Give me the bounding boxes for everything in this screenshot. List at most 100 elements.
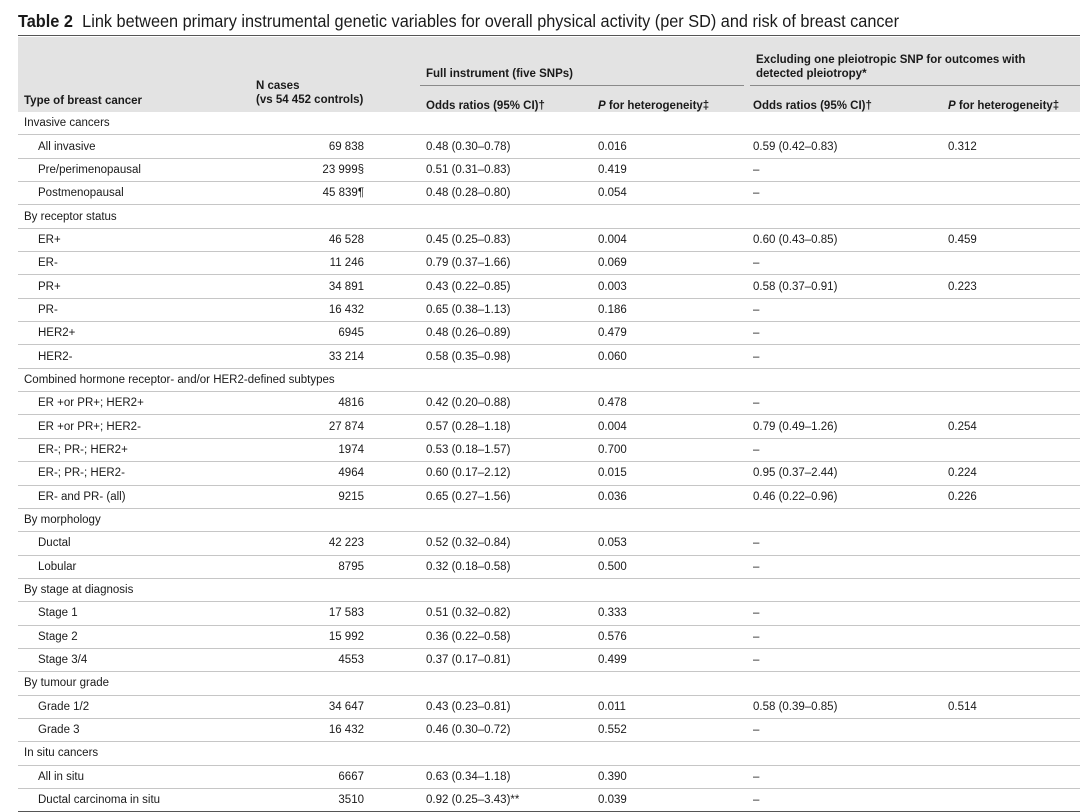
p-symbol: P (948, 100, 956, 112)
cell-n-cases: 4816 (250, 391, 420, 416)
n-cases-sublabel: (vs 54 452 controls) (256, 94, 364, 106)
section-label: In situ cancers (18, 741, 1080, 766)
table-row: Pre/perimenopausal 23 999§ 0.51 (0.31–0.83… (18, 158, 1080, 183)
cell-phet-full: 0.419 (592, 158, 747, 183)
cell-or-full: 0.48 (0.28–0.80) (420, 181, 592, 206)
cell-or-excluding: 0.58 (0.39–0.85) (747, 695, 942, 719)
cell-phet-full: 0.039 (592, 788, 747, 812)
cell-phet-excluding (942, 251, 1080, 276)
col-header-phet-full: P for heterogeneity‡ (592, 85, 747, 112)
p-symbol: P (598, 100, 606, 112)
cell-or-full: 0.51 (0.31–0.83) (420, 158, 592, 183)
cell-or-full: 0.48 (0.26–0.89) (420, 321, 592, 346)
cell-type: ER-; PR-; HER2+ (18, 438, 250, 463)
cell-n-cases: 8795 (250, 555, 420, 579)
cell-type: ER- and PR- (all) (18, 485, 250, 509)
cell-phet-excluding (942, 625, 1080, 649)
cell-or-excluding: – (747, 555, 942, 579)
cell-or-excluding: – (747, 321, 942, 346)
cell-phet-full: 0.500 (592, 555, 747, 579)
table-row: Stage 3/4 4553 0.37 (0.17–0.81) 0.499– (18, 648, 1080, 673)
cell-phet-full: 0.499 (592, 648, 747, 673)
section-row: Invasive cancers (18, 112, 1080, 136)
cell-phet-excluding (942, 344, 1080, 369)
cell-n-cases: 17 583 (250, 601, 420, 626)
cell-phet-full: 0.054 (592, 181, 747, 206)
section-row: In situ cancers (18, 741, 1080, 766)
cell-phet-full: 0.700 (592, 438, 747, 463)
cell-n-cases: 6667 (250, 765, 420, 789)
cell-or-full: 0.92 (0.25–3.43)** (420, 788, 592, 812)
cell-or-full: 0.45 (0.25–0.83) (420, 228, 592, 253)
group-header-excluding: Excluding one pleiotropic SNP for outcom… (747, 37, 1080, 86)
table-row: PR- 16 432 0.65 (0.38–1.13) 0.186– (18, 298, 1080, 323)
table-row: ER+ 46 528 0.45 (0.25–0.83) 0.004 0.60 (0.43… (18, 228, 1080, 253)
cell-n-cases: 1974 (250, 438, 420, 463)
cell-phet-excluding (942, 181, 1080, 206)
table-row: ER- 11 246 0.79 (0.37–1.66) 0.069– (18, 251, 1080, 276)
cell-type: Stage 3/4 (18, 648, 250, 673)
cell-or-full: 0.65 (0.38–1.13) (420, 298, 592, 323)
cell-or-excluding: 0.95 (0.37–2.44) (747, 461, 942, 486)
table-row: HER2+ 6945 0.48 (0.26–0.89) 0.479– (18, 321, 1080, 346)
table-caption: Link between primary instrumental geneti… (82, 11, 900, 31)
cell-or-excluding: – (747, 251, 942, 276)
cell-n-cases: 23 999§ (250, 158, 420, 183)
cell-phet-full: 0.016 (592, 134, 747, 159)
cell-or-excluding: – (747, 765, 942, 789)
table-row: ER +or PR+; HER2+ 4816 0.42 (0.20–0.88) 0.4… (18, 391, 1080, 416)
cell-n-cases: 27 874 (250, 414, 420, 439)
cell-or-excluding: – (747, 391, 942, 416)
cell-phet-excluding (942, 788, 1080, 812)
cell-phet-full: 0.576 (592, 625, 747, 649)
cell-type: PR+ (18, 274, 250, 299)
cell-phet-excluding: 0.459 (942, 228, 1080, 253)
cell-type: Grade 3 (18, 718, 250, 743)
section-row: By stage at diagnosis (18, 578, 1080, 603)
cell-or-full: 0.43 (0.22–0.85) (420, 274, 592, 299)
table-row: Grade 3 16 432 0.46 (0.30–0.72) 0.552– (18, 718, 1080, 743)
cell-phet-excluding (942, 648, 1080, 673)
cell-n-cases: 42 223 (250, 531, 420, 556)
cell-phet-excluding: 0.254 (942, 414, 1080, 439)
section-row: By morphology (18, 508, 1080, 533)
cell-or-excluding: – (747, 298, 942, 323)
col-header-n-cases: N cases (vs 54 452 controls) (250, 37, 420, 112)
col-header-type: Type of breast cancer (18, 37, 250, 112)
cell-phet-excluding (942, 601, 1080, 626)
cell-or-excluding: – (747, 718, 942, 743)
cell-type: Grade 1/2 (18, 695, 250, 719)
cell-or-excluding: – (747, 344, 942, 369)
cell-type: Stage 2 (18, 625, 250, 649)
cell-or-excluding: – (747, 158, 942, 183)
cell-phet-full: 0.552 (592, 718, 747, 743)
section-label: By receptor status (18, 204, 1080, 229)
cell-type: Pre/perimenopausal (18, 158, 250, 183)
cell-n-cases: 4553 (250, 648, 420, 673)
cell-type: PR- (18, 298, 250, 323)
phet-label: for heterogeneity‡ (605, 100, 710, 112)
section-row: Combined hormone receptor- and/or HER2-d… (18, 368, 1080, 393)
table-row: Lobular 8795 0.32 (0.18–0.58) 0.500– (18, 555, 1080, 579)
cell-phet-excluding (942, 718, 1080, 743)
section-label: By stage at diagnosis (18, 578, 1080, 603)
cell-or-excluding: 0.59 (0.42–0.83) (747, 134, 942, 159)
cell-or-full: 0.48 (0.30–0.78) (420, 134, 592, 159)
cell-phet-full: 0.036 (592, 485, 747, 509)
section-label: Invasive cancers (18, 112, 1080, 136)
cell-n-cases: 3510 (250, 788, 420, 812)
cell-type: Postmenopausal (18, 181, 250, 206)
cell-phet-excluding (942, 321, 1080, 346)
cell-phet-full: 0.004 (592, 228, 747, 253)
top-rule (18, 35, 1080, 36)
cell-or-excluding: – (747, 531, 942, 556)
phet-label: for heterogeneity‡ (955, 100, 1060, 112)
table-row: PR+ 34 891 0.43 (0.22–0.85) 0.003 0.58 (0.37… (18, 274, 1080, 299)
table-row: Grade 1/2 34 647 0.43 (0.23–0.81) 0.011 0.58… (18, 695, 1080, 719)
table-row: ER-; PR-; HER2+ 1974 0.53 (0.18–1.57) 0.700… (18, 438, 1080, 463)
section-row: By tumour grade (18, 671, 1080, 696)
cell-n-cases: 45 839¶ (250, 181, 420, 206)
section-label: By tumour grade (18, 671, 1080, 696)
table-row: ER +or PR+; HER2- 27 874 0.57 (0.28–1.18) 0… (18, 414, 1080, 439)
cell-type: ER+ (18, 228, 250, 253)
